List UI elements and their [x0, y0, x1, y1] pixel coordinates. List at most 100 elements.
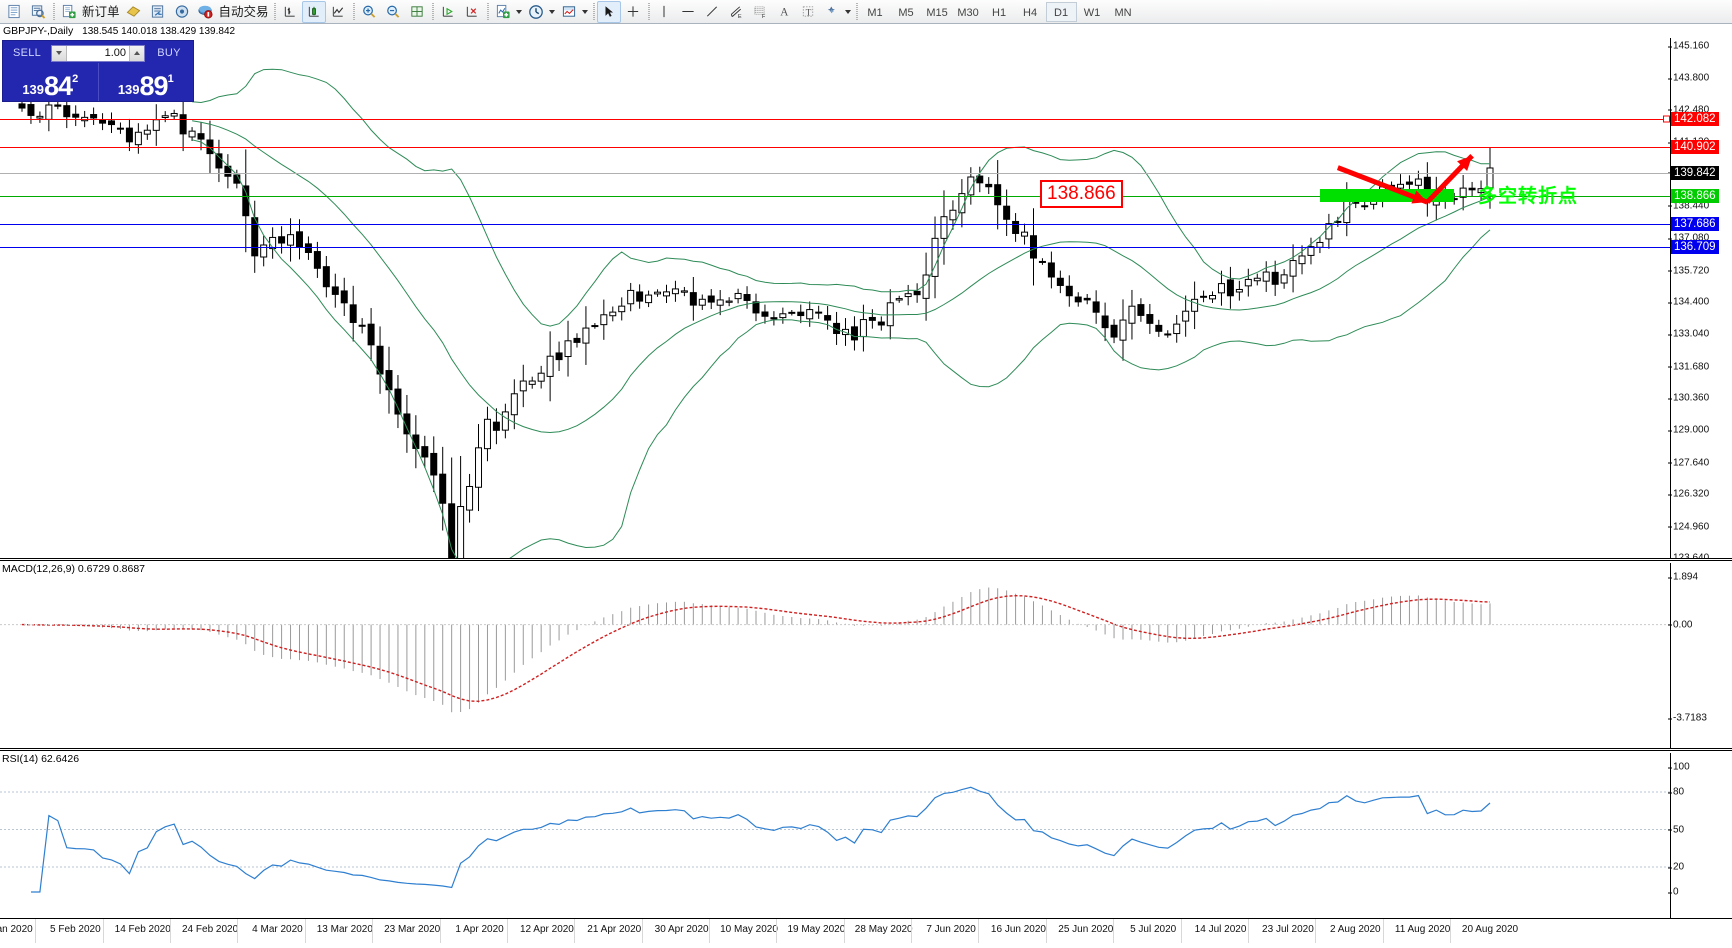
indicators-chevron-down-icon[interactable]: [515, 2, 524, 22]
timeframe-m5[interactable]: M5: [898, 6, 914, 19]
auto-scroll-icon[interactable]: [460, 1, 484, 23]
price-level-line[interactable]: [0, 247, 1670, 249]
rsi-tick: 20: [1667, 861, 1685, 873]
periods-chevron-down-icon[interactable]: [548, 2, 557, 22]
timeframe-w1[interactable]: W1: [1083, 6, 1101, 19]
svg-text:F: F: [761, 14, 765, 19]
auto-trading-label[interactable]: 自动交易: [218, 4, 269, 19]
crosshair-icon[interactable]: [621, 1, 645, 23]
macd-pane[interactable]: MACD(12,26,9) 0.6729 0.8687 1.894 0.00 -3.…: [0, 563, 1732, 748]
price-chart-pane[interactable]: 145.160143.800142.480141.120139.842138.4…: [0, 38, 1732, 564]
vline-icon[interactable]: [652, 1, 676, 23]
periods-icon[interactable]: [524, 1, 548, 23]
price-level-label[interactable]: 139.842: [1671, 165, 1719, 180]
price-level-label[interactable]: 142.082: [1671, 112, 1719, 127]
timeframe-m15[interactable]: M15: [926, 6, 948, 19]
shapes-icon[interactable]: [820, 1, 844, 23]
price-level-label[interactable]: 136.709: [1671, 240, 1719, 255]
price-level-line[interactable]: [0, 172, 1670, 174]
cursor-icon[interactable]: [596, 0, 621, 23]
time-gridline: [1382, 919, 1384, 943]
timeframe-m30[interactable]: M30: [957, 6, 979, 19]
sell-price-quote[interactable]: 139 84 2: [3, 63, 98, 101]
rsi-tick: 80: [1667, 786, 1685, 798]
sell-button[interactable]: SELL: [12, 46, 42, 59]
one-click-trading-panel: SELL 1.00 BUY 139 84 2 139 89 1: [2, 40, 194, 102]
time-tick: 5 Feb 2020: [50, 924, 101, 935]
fibonacci-icon[interactable]: F: [748, 1, 772, 23]
terminal-icon[interactable]: [170, 1, 194, 23]
time-gridline: [641, 919, 643, 943]
pane-separator-macd[interactable]: [0, 558, 1732, 561]
rsi-plot-area[interactable]: [0, 753, 1732, 918]
price-level-handle[interactable]: [1663, 115, 1670, 123]
time-gridline: [35, 919, 37, 943]
new-order-icon[interactable]: [57, 1, 81, 23]
chart-window-icon[interactable]: [405, 1, 429, 23]
new-order-label[interactable]: 新订单: [82, 4, 120, 19]
autotrading-icon[interactable]: [194, 1, 218, 23]
turning-point-annotation: 多空转折点: [1478, 184, 1579, 207]
trendline-icon[interactable]: [700, 1, 724, 23]
timeframe-h4[interactable]: H4: [1023, 6, 1038, 19]
rsi-axis-line: [1670, 753, 1671, 918]
chart-symbol-label: GBPJPY-,Daily: [3, 25, 74, 37]
timeframe-m1[interactable]: M1: [867, 6, 883, 19]
time-gridline: [1315, 919, 1317, 943]
macd-tick: 1.894: [1667, 571, 1699, 583]
timeframe-h1[interactable]: H1: [992, 6, 1007, 19]
macd-scale[interactable]: 1.894 0.00 -3.7183: [1667, 563, 1732, 748]
zoom-in-icon[interactable]: [357, 1, 381, 23]
price-plot-area[interactable]: [0, 38, 1732, 558]
text-icon[interactable]: A: [772, 1, 796, 23]
price-level-line[interactable]: [0, 119, 1670, 121]
shapes-chevron-down-icon[interactable]: [844, 2, 853, 22]
buy-price-quote[interactable]: 139 89 1: [97, 63, 194, 101]
price-level-line[interactable]: [0, 223, 1670, 225]
metaeditor-icon[interactable]: [122, 1, 146, 23]
timeframe-d1[interactable]: D1: [1045, 1, 1077, 22]
new-chart-icon[interactable]: [2, 1, 26, 23]
hline-icon[interactable]: [676, 1, 700, 23]
zoom-out-icon[interactable]: [381, 1, 405, 23]
pane-separator-rsi[interactable]: [0, 748, 1732, 751]
label-icon[interactable]: T: [796, 1, 820, 23]
equidistant-channel-icon[interactable]: E: [724, 1, 748, 23]
time-gridline: [1045, 919, 1047, 943]
candlestick-chart-icon[interactable]: [301, 0, 326, 23]
time-scale[interactable]: 7 Jan 2020 5 Feb 2020 14 Feb 2020 24 Feb 20…: [0, 918, 1732, 948]
volume-increase-icon[interactable]: [129, 45, 144, 61]
time-tick: 23 Mar 2020: [384, 924, 441, 935]
volume-value[interactable]: 1.00: [104, 46, 126, 59]
line-chart-icon[interactable]: [326, 1, 350, 23]
price-level-label[interactable]: 137.686: [1671, 216, 1719, 231]
macd-plot-area[interactable]: [0, 563, 1732, 748]
price-tick: 135.720: [1667, 265, 1710, 277]
chart-shift-icon[interactable]: [436, 1, 460, 23]
price-tick: 143.800: [1667, 72, 1710, 84]
rsi-pane[interactable]: RSI(14) 62.6426 100 80 50 20 0: [0, 753, 1732, 918]
indicators-icon[interactable]: [491, 1, 515, 23]
volume-decrease-icon[interactable]: [52, 45, 67, 61]
rsi-svg: [0, 786, 1670, 893]
templates-icon[interactable]: [557, 1, 581, 23]
buy-button[interactable]: BUY: [157, 46, 181, 59]
price-scale[interactable]: 145.160143.800142.480141.120139.842138.4…: [1663, 38, 1732, 564]
bar-chart-icon[interactable]: [278, 1, 302, 23]
market-watch-icon[interactable]: [26, 1, 50, 23]
rsi-scale[interactable]: 100 80 50 20 0: [1667, 753, 1732, 918]
price-level-line[interactable]: [0, 195, 1670, 197]
navigator-icon[interactable]: [146, 1, 170, 23]
svg-text:A: A: [780, 7, 789, 19]
timeframe-mn[interactable]: MN: [1114, 6, 1132, 19]
templates-chevron-down-icon[interactable]: [581, 2, 590, 22]
price-tick: 138.440: [1667, 200, 1710, 212]
price-level-label[interactable]: 140.902: [1671, 140, 1719, 155]
price-level-label[interactable]: 138.866: [1671, 188, 1719, 203]
time-gridline: [506, 919, 508, 943]
volume-stepper[interactable]: 1.00: [51, 44, 145, 62]
time-tick: 2 Aug 2020: [1329, 924, 1381, 935]
time-tick: 25 Jun 2020: [1058, 924, 1114, 935]
price-level-line[interactable]: [0, 147, 1670, 149]
price-tick: 145.160: [1667, 40, 1710, 52]
